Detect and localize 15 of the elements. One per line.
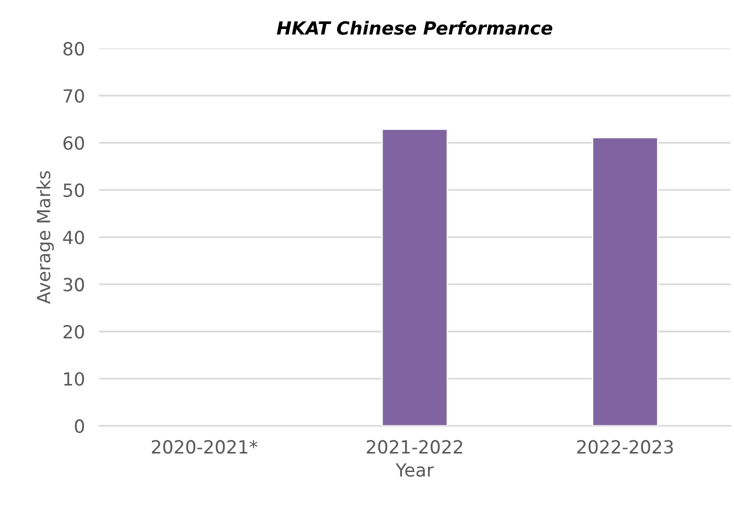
y-axis-title: Average Marks bbox=[36, 171, 54, 304]
x-tick-label: 2022-2023 bbox=[577, 440, 673, 454]
chart-title: HKAT Chinese Performance bbox=[276, 20, 552, 35]
x-axis-title: Year bbox=[396, 463, 434, 477]
y-tick-label: 40 bbox=[63, 230, 84, 244]
y-tick-label: 80 bbox=[63, 42, 84, 56]
y-tick-label: 0 bbox=[74, 419, 84, 433]
y-tick-label: 20 bbox=[64, 324, 84, 339]
y-tick-label: 70 bbox=[64, 89, 84, 103]
x-tick-label: 2021-2022 bbox=[366, 440, 462, 454]
y-tick-label: 10 bbox=[64, 372, 84, 386]
x-tick-label: 2020-2021* bbox=[152, 440, 258, 454]
y-tick-label: 60 bbox=[63, 136, 84, 150]
y-tick-label: 30 bbox=[64, 278, 84, 292]
y-tick-label: 50 bbox=[64, 183, 84, 198]
